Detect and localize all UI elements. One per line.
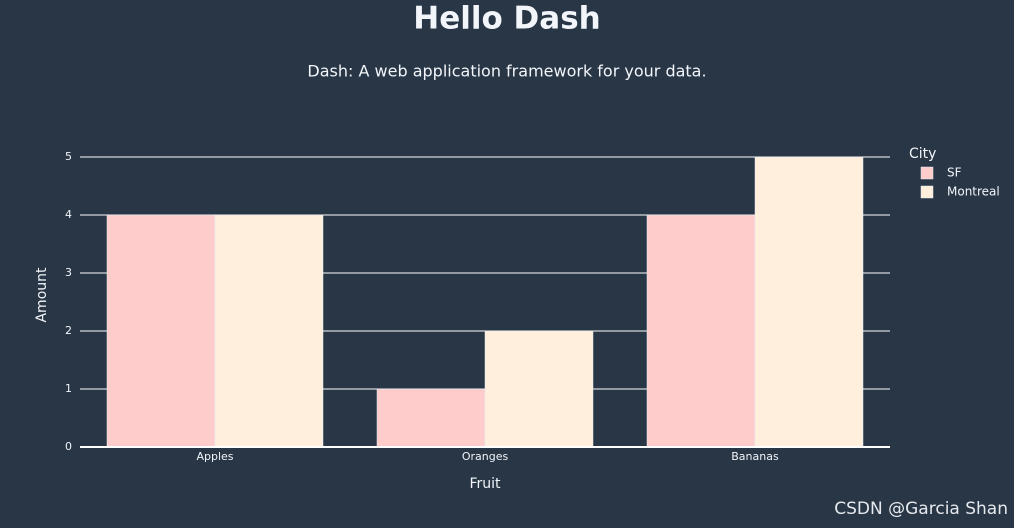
bar bbox=[106, 214, 216, 448]
x-tick-label: Oranges bbox=[462, 450, 509, 463]
bar bbox=[754, 156, 864, 448]
legend-title: City bbox=[909, 146, 936, 162]
page-subtitle: Dash: A web application framework for yo… bbox=[307, 62, 706, 81]
y-tick-label: 1 bbox=[65, 382, 72, 395]
legend-label: SF bbox=[947, 166, 962, 180]
legend-swatch bbox=[920, 166, 934, 180]
y-tick-label: 5 bbox=[65, 150, 72, 163]
bar bbox=[484, 330, 594, 448]
legend-label: Montreal bbox=[947, 185, 1000, 199]
bar bbox=[646, 214, 756, 448]
watermark: CSDN @Garcia Shan bbox=[834, 499, 1008, 519]
x-tick-label: Apples bbox=[196, 450, 233, 463]
bar bbox=[214, 214, 324, 448]
y-tick-label: 4 bbox=[65, 208, 72, 221]
legend-swatch bbox=[920, 185, 934, 199]
y-axis-title: Amount bbox=[34, 267, 50, 323]
y-tick-label: 3 bbox=[65, 266, 72, 279]
page-title: Hello Dash bbox=[413, 1, 600, 37]
x-axis-title: Fruit bbox=[469, 476, 501, 492]
bar bbox=[376, 388, 486, 448]
y-tick-label: 0 bbox=[65, 440, 72, 453]
y-tick-label: 2 bbox=[65, 324, 72, 337]
x-tick-label: Bananas bbox=[731, 450, 779, 463]
